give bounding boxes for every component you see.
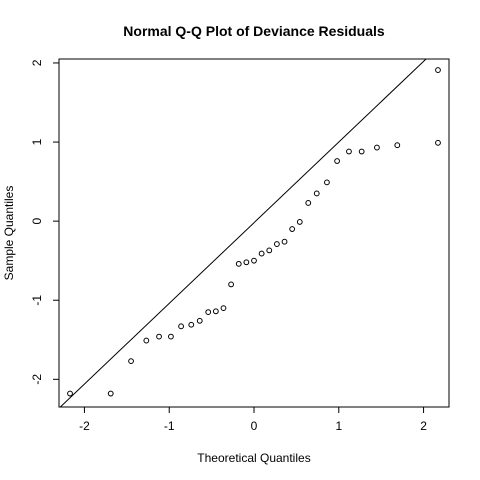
data-point-9	[205, 309, 212, 315]
data-point-18	[273, 241, 280, 247]
data-point-3	[143, 337, 150, 344]
y-tick-label-4: 2	[30, 59, 44, 66]
plot-frame	[58, 58, 450, 408]
data-point-16	[258, 250, 265, 257]
x-tick-label-0: -2	[79, 419, 90, 433]
data-point-14	[243, 259, 250, 266]
data-point-20	[289, 226, 296, 232]
data-point-22	[305, 200, 312, 206]
data-point-19	[281, 238, 288, 245]
data-point-8	[196, 317, 203, 324]
data-point-0	[67, 390, 73, 397]
data-point-12	[228, 281, 235, 288]
plot-area	[59, 59, 441, 407]
x-axis: -2 -1 0 1 2	[79, 407, 427, 433]
y-axis-label: Sample Quantiles	[2, 186, 16, 281]
y-tick-label-1: -1	[30, 295, 44, 306]
data-point-13	[235, 260, 242, 267]
x-tick-label-1: -1	[164, 419, 175, 433]
data-point-15	[251, 257, 257, 264]
data-point-17	[266, 247, 273, 254]
data-point-28	[374, 144, 380, 151]
x-tick-label-2: 0	[251, 419, 258, 433]
data-point-7	[188, 321, 195, 328]
data-point-6	[178, 323, 184, 330]
qq-reference-line	[59, 59, 427, 407]
data-point-4	[156, 333, 162, 340]
x-axis-label: Theoretical Quantiles	[197, 451, 310, 465]
data-point-26	[346, 148, 352, 155]
data-point-2	[128, 358, 134, 365]
data-point-1	[107, 390, 114, 397]
y-tick-label-0: -2	[30, 374, 44, 385]
x-tick-label-4: 2	[420, 419, 427, 433]
y-tick-label-2: 0	[30, 217, 44, 224]
y-tick-label-3: 1	[30, 138, 44, 145]
data-point-5	[168, 333, 174, 340]
data-point-31	[435, 67, 441, 73]
chart-title: Normal Q-Q Plot of Deviance Residuals	[123, 23, 385, 39]
y-axis: -2 -1 0 1 2	[30, 59, 59, 385]
data-point-23	[313, 190, 320, 197]
data-point-11	[220, 305, 227, 312]
data-point-24	[324, 179, 330, 186]
x-tick-label-3: 1	[335, 419, 342, 433]
data-point-27	[358, 148, 365, 155]
data-point-21	[296, 219, 303, 225]
data-point-10	[212, 308, 219, 315]
data-point-25	[334, 158, 340, 164]
data-point-30	[435, 139, 441, 146]
data-point-29	[394, 142, 401, 149]
